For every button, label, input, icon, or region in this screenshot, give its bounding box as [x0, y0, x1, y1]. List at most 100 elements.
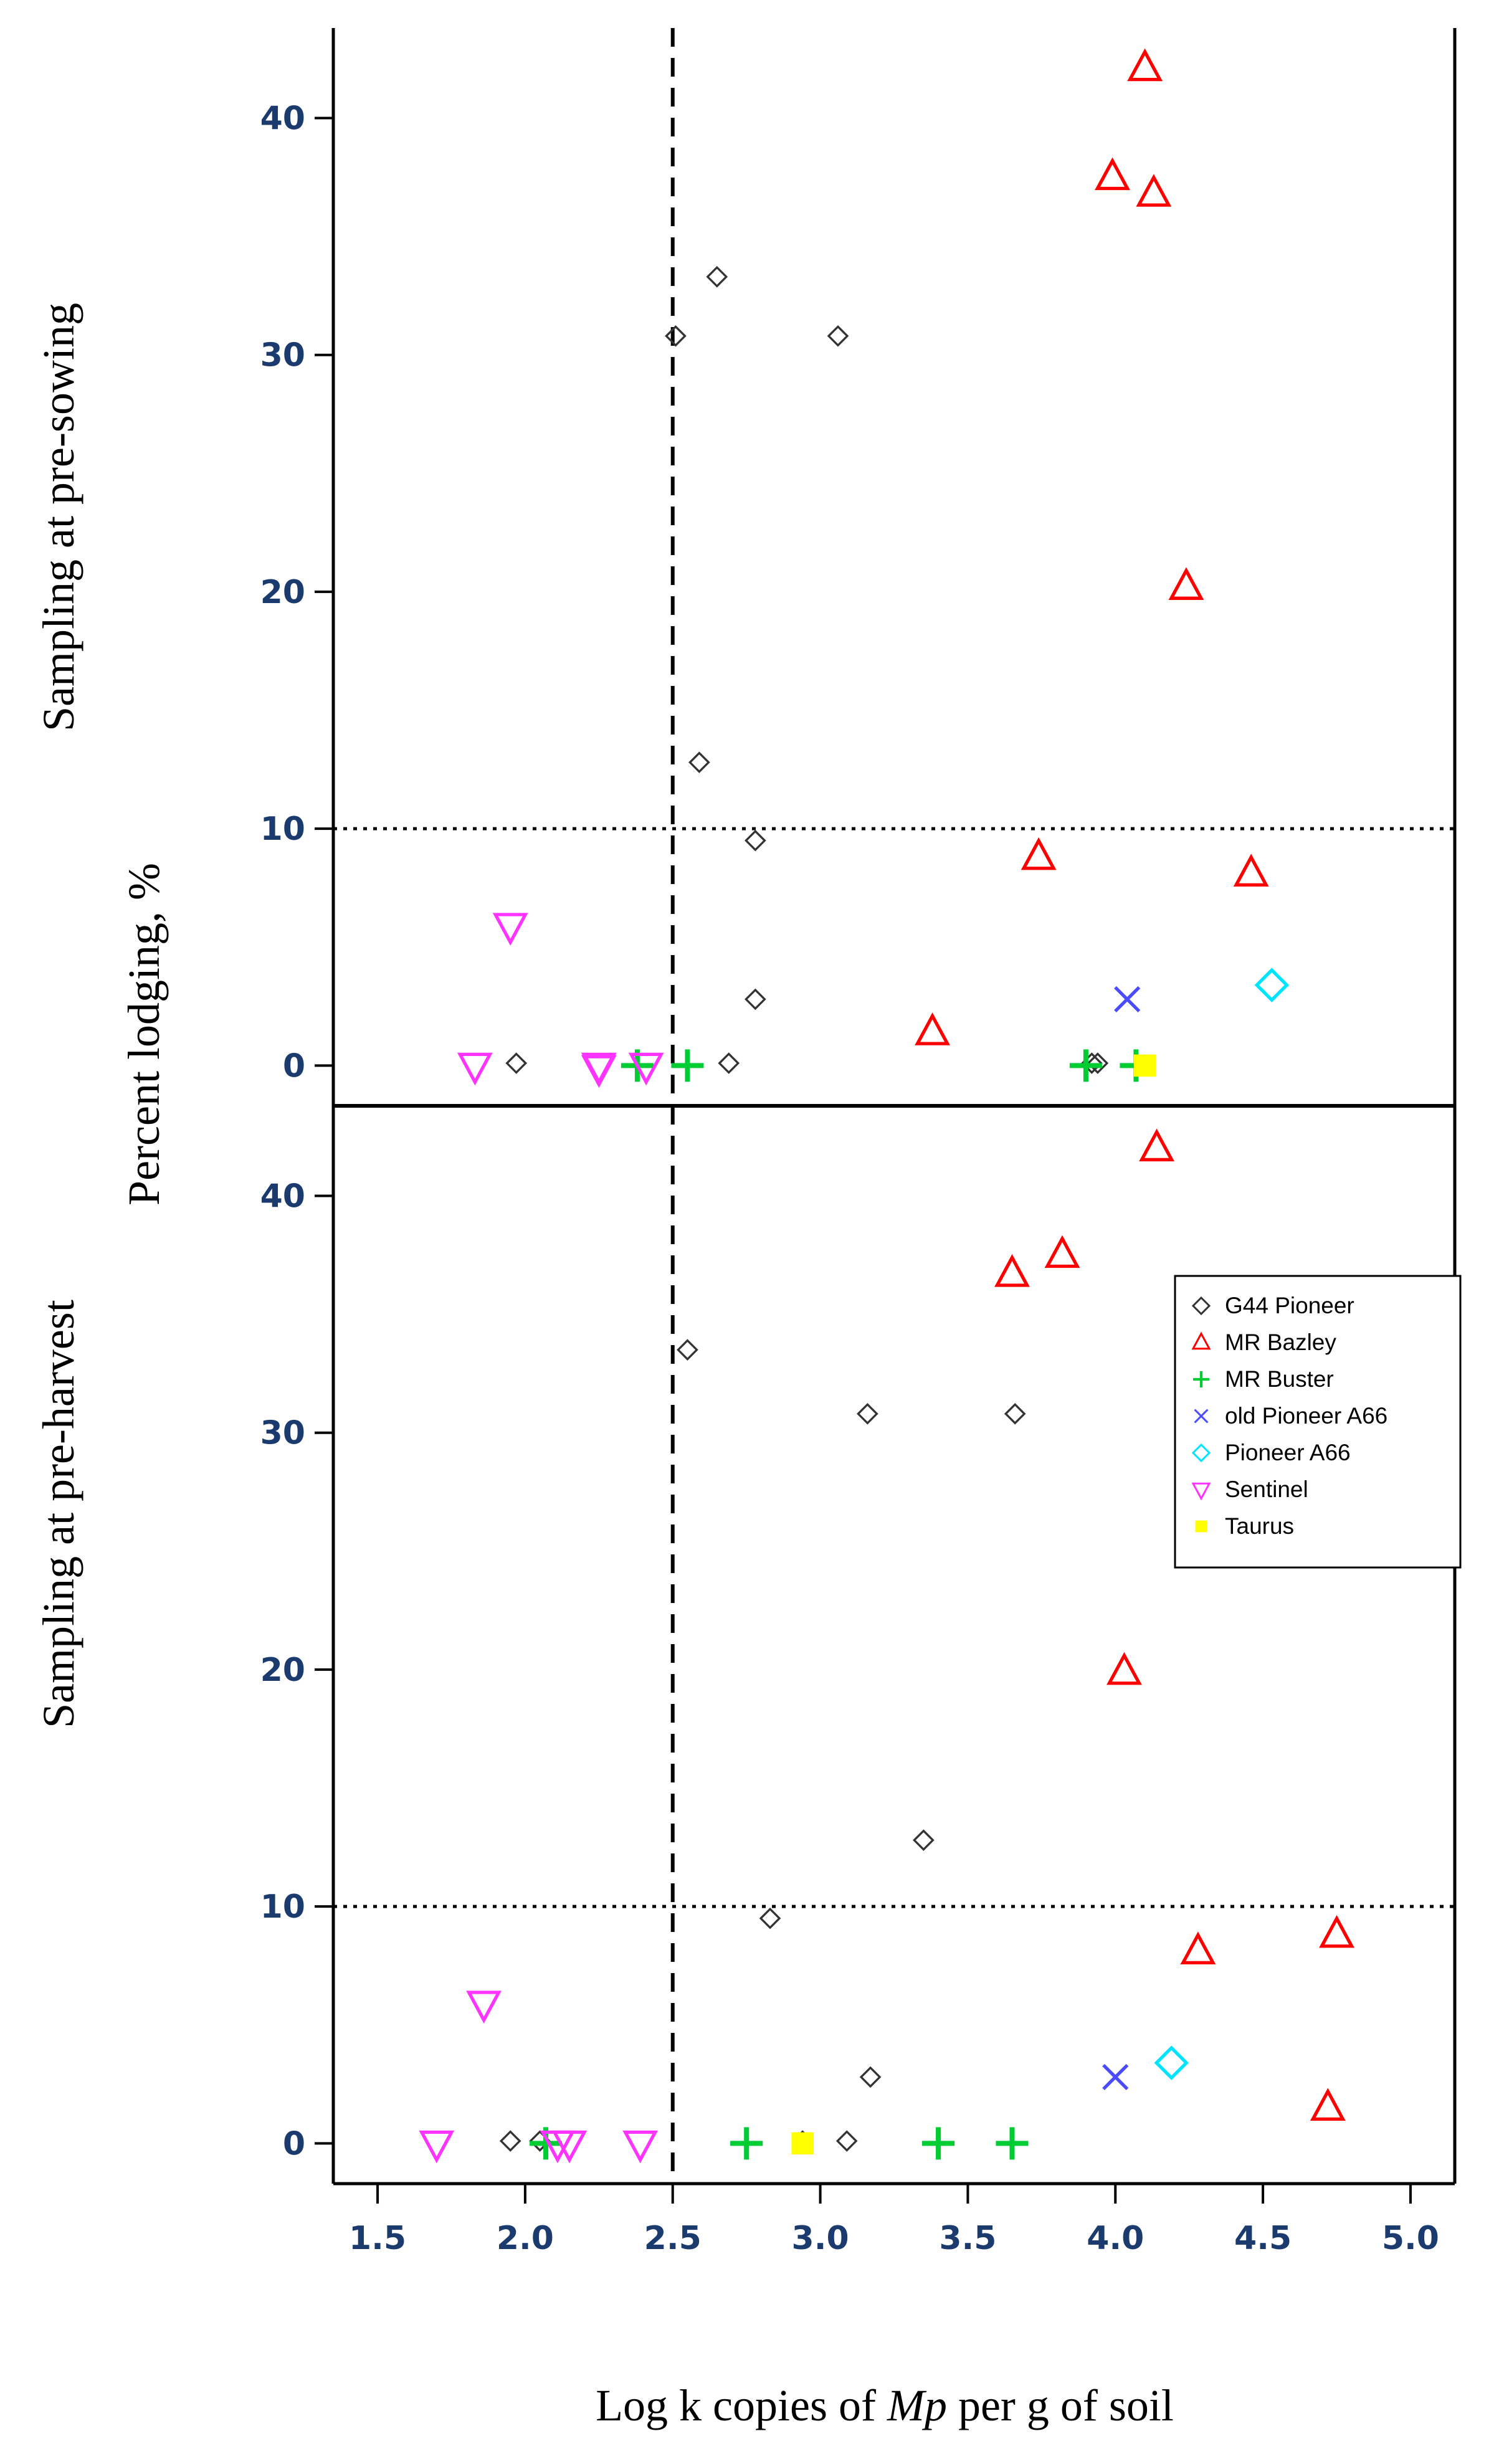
legend-label: Taurus — [1225, 1513, 1294, 1539]
x-axis-title-italic: Mp — [887, 2381, 947, 2430]
data-point — [791, 2132, 814, 2155]
data-point — [551, 2130, 588, 2164]
legend-entry: Taurus — [1195, 1513, 1294, 1539]
data-point — [922, 2127, 955, 2160]
series-mr-bazley — [915, 48, 1269, 1045]
series-pioneer-a66 — [1154, 2045, 1189, 2080]
x-tick-label: 3.0 — [792, 2220, 849, 2257]
legend-label: MR Buster — [1225, 1366, 1334, 1392]
data-point — [1310, 2088, 1346, 2121]
data-point — [688, 751, 710, 774]
data-point — [1233, 854, 1269, 887]
data-point — [827, 325, 849, 347]
data-point — [706, 265, 728, 288]
data-point — [1180, 1931, 1216, 1965]
data-point — [1114, 986, 1141, 1012]
data-point — [759, 1907, 781, 1929]
data-point — [1044, 1235, 1080, 1268]
data-point — [457, 1052, 493, 1086]
data-point — [1102, 2063, 1129, 2090]
legend-entry: G44 Pioneer — [1191, 1293, 1354, 1318]
y-tick-label: 10 — [260, 811, 305, 848]
y-tick-label: 40 — [260, 1177, 305, 1215]
legend-entry: MR Buster — [1193, 1366, 1334, 1392]
legend-label: Sentinel — [1225, 1477, 1308, 1502]
data-point — [1087, 1052, 1109, 1074]
data-point — [628, 1052, 664, 1086]
series-mr-bazley — [994, 1128, 1354, 2121]
legend-marker — [1191, 1296, 1211, 1316]
series-taurus — [1133, 1054, 1156, 1077]
data-point — [1168, 567, 1204, 600]
data-point — [996, 2127, 1029, 2160]
data-point — [499, 2130, 521, 2152]
x-tick-label: 4.0 — [1087, 2220, 1144, 2257]
legend-label: old Pioneer A66 — [1225, 1403, 1387, 1429]
x-tick-label: 3.5 — [939, 2220, 996, 2257]
panel-pre-sowing: 0 10 20 30 40 — [260, 28, 1455, 1106]
data-point — [1021, 837, 1057, 870]
legend-entry: Pioneer A66 — [1191, 1440, 1351, 1465]
x-tick-label: 2.0 — [497, 2220, 554, 2257]
legend-marker — [1193, 1371, 1209, 1387]
data-point — [1069, 1049, 1102, 1082]
legend-marker — [1194, 1409, 1209, 1424]
data-point — [913, 1829, 935, 1852]
data-point — [1106, 1652, 1142, 1685]
series-old-pioneer-a66 — [1114, 986, 1141, 1012]
legend-label: G44 Pioneer — [1225, 1293, 1354, 1318]
x-tick-label: 1.5 — [349, 2220, 406, 2257]
data-point — [419, 2130, 455, 2164]
legend-marker — [1191, 1331, 1211, 1350]
y-tick-label: 10 — [260, 1888, 305, 1926]
row-label-pre-sowing: Sampling at pre-sowing — [34, 303, 83, 731]
series-sentinel — [457, 913, 664, 1088]
data-point — [671, 1049, 704, 1082]
panels-layer: 0 10 20 30 40 0 10 20 30 40 — [260, 28, 1455, 2184]
data-point — [1254, 968, 1290, 1002]
data-point — [581, 1055, 617, 1088]
data-point — [505, 1052, 528, 1074]
legend-marker — [1191, 1443, 1211, 1463]
data-point — [1127, 48, 1163, 82]
data-point — [730, 2127, 763, 2160]
series-taurus — [791, 2132, 814, 2155]
row-label-pre-harvest: Sampling at pre-harvest — [34, 1300, 83, 1728]
x-tick-label: 2.5 — [644, 2220, 702, 2257]
legend-entry: MR Bazley — [1191, 1330, 1336, 1355]
data-point — [622, 2130, 659, 2164]
data-point — [1139, 1128, 1175, 1162]
x-axis-title-post: per g of soil — [947, 2381, 1174, 2430]
data-point — [1004, 1402, 1026, 1425]
legend-label: MR Bazley — [1225, 1330, 1336, 1355]
data-point — [994, 1254, 1030, 1287]
data-point — [677, 1339, 698, 1361]
y-tick-label: 30 — [260, 1415, 305, 1452]
series-mr-buster — [621, 1049, 1153, 1082]
series-g44-pioneer — [499, 1339, 1026, 2152]
axes-layer: 1.5 2.0 2.5 3.0 3.5 4.0 4.5 5.0 — [331, 28, 1457, 2257]
data-point — [1133, 1054, 1156, 1077]
series-mr-buster — [530, 2127, 1029, 2160]
data-point — [835, 2130, 858, 2152]
y-tick-label: 40 — [260, 100, 305, 137]
x-tick-label: 5.0 — [1382, 2220, 1439, 2257]
y-tick-label: 30 — [260, 337, 305, 374]
legend-marker — [1195, 1520, 1207, 1533]
y-tick-label: 20 — [260, 1652, 305, 1689]
legend-marker — [1191, 1482, 1211, 1501]
data-point — [1319, 1915, 1354, 1948]
x-axis-title: Log k copies of Mp per g of soil — [596, 2381, 1174, 2430]
data-point — [718, 1052, 740, 1074]
data-point — [745, 829, 766, 852]
series-pioneer-a66 — [1254, 968, 1290, 1002]
data-point — [492, 913, 528, 946]
data-point — [859, 2066, 882, 2088]
legend-entry: old Pioneer A66 — [1194, 1403, 1387, 1429]
data-point — [466, 1991, 502, 2024]
series-old-pioneer-a66 — [1102, 2063, 1129, 2090]
data-point — [857, 1402, 878, 1425]
data-point — [1136, 174, 1172, 207]
x-tick-label: 4.5 — [1234, 2220, 1292, 2257]
